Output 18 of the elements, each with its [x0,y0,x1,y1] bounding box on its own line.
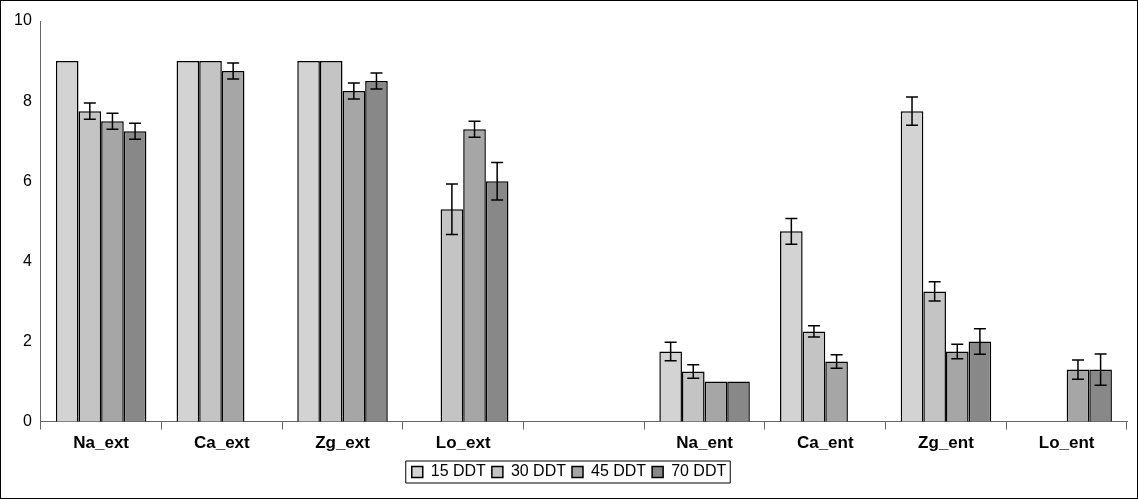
legend-label: 15 DDT [430,462,487,480]
y-tick-label: 2 [22,331,32,349]
legend-label: 45 DDT [591,462,647,480]
y-tick-label: 10 [14,11,32,29]
x-tick-label: Zg_ent [918,433,975,453]
y-tick-label: 6 [22,171,32,189]
x-tick-label: Na_ent [676,433,734,453]
y-tick-label: 4 [22,251,32,269]
x-tick-label: Zg_ext [315,433,371,453]
x-tick-label: Lo_ext [435,433,491,453]
legend-label: 30 DDT [510,462,567,480]
x-tick-label: Ca_ent [796,433,854,453]
x-tick-label: Ca_ext [193,433,251,453]
legend-label: 70 DDT [671,462,727,480]
x-tick-label: Lo_ent [1038,433,1095,453]
y-tick-label: 8 [22,91,32,109]
y-tick-label: 0 [22,412,32,430]
x-tick-label: Na_ext [73,433,130,453]
